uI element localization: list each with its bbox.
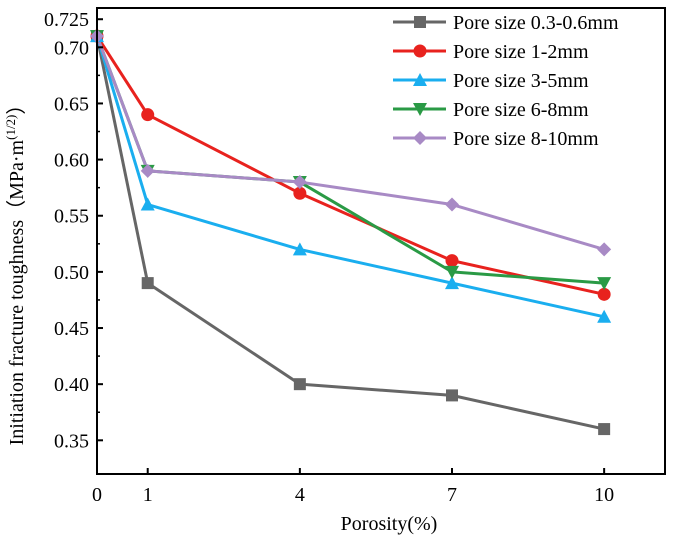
y-tick-label: 0.50 (54, 262, 89, 284)
legend-label: Pore size 3-5mm (453, 70, 589, 92)
data-point-series-1 (293, 378, 306, 391)
legend-label: Pore size 1-2mm (453, 41, 589, 63)
y-axis-label-suffix: ） (5, 95, 28, 115)
series-line-1 (95, 35, 605, 431)
y-axis-label-main: Initiation fracture toughness（MPa·m (5, 139, 28, 445)
y-tick-label: 0.65 (54, 93, 89, 115)
data-point-series-2 (597, 287, 611, 301)
plot-frame (96, 7, 666, 475)
data-point-series-3 (292, 242, 307, 256)
legend-marker (413, 44, 427, 58)
data-point-series-2 (293, 186, 307, 200)
x-axis-label: Porosity(%) (341, 513, 438, 535)
data-point-series-2 (445, 254, 459, 268)
legend: Pore size 0.3-0.6mm Pore size 1-2mm Pore s… (393, 12, 619, 150)
data-point-series-5 (597, 242, 612, 257)
legend-marker (413, 103, 427, 116)
y-tick-label: 0.40 (54, 374, 89, 396)
legend-marker (413, 73, 427, 86)
data-point-series-4 (445, 265, 459, 279)
data-point-series-1 (141, 277, 154, 290)
data-point-series-3 (445, 276, 459, 290)
y-axis-label-superscript: (1/2) (3, 115, 18, 140)
x-tick-label: 4 (295, 484, 305, 506)
x-tick-label: 10 (594, 484, 614, 506)
plot-lines (95, 35, 605, 431)
x-axis-ticks: 0 1 4 7 10 (92, 468, 614, 506)
data-point-series-3 (597, 309, 612, 323)
x-tick-label: 7 (447, 484, 457, 506)
data-point-series-5 (140, 163, 155, 178)
data-point-series-1 (598, 423, 611, 436)
data-point-series-5 (445, 197, 459, 212)
data-point-series-5 (292, 175, 307, 190)
data-point-series-2 (141, 108, 155, 122)
y-tick-label: 0.35 (54, 430, 89, 452)
data-point-series-4 (597, 277, 612, 291)
legend-label: Pore size 8-10mm (453, 128, 599, 150)
x-tick-label: 0 (92, 484, 102, 506)
y-axis-label: Initiation fracture toughness（MPa·m(1/2)… (3, 95, 28, 446)
legend-marker (413, 131, 427, 145)
x-tick-label: 1 (143, 484, 153, 506)
y-tick-label: 0.70 (54, 37, 89, 59)
legend-label: Pore size 6-8mm (453, 99, 589, 121)
data-point-series-1 (446, 389, 458, 402)
legend-marker (414, 16, 426, 28)
y-tick-label: 0.45 (54, 318, 89, 340)
y-tick-label: 0.55 (54, 206, 89, 228)
legend-label: Pore size 0.3-0.6mm (453, 12, 619, 34)
y-tick-label: 0.60 (54, 150, 89, 172)
data-point-series-3 (140, 197, 155, 211)
y-axis-ticks: 0.35 0.40 0.45 0.50 0.55 0.60 0.65 0.70 0.725 (44, 9, 103, 452)
y-tick-label: 0.725 (44, 9, 89, 31)
